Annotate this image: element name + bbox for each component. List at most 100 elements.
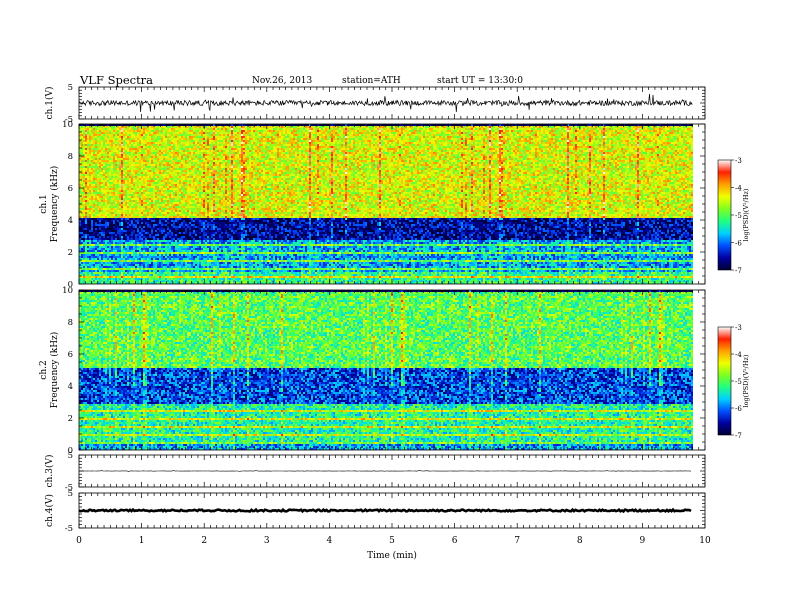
spectrogram-cell xyxy=(127,138,129,140)
spectrogram-cell xyxy=(95,232,97,234)
spectrogram-cell xyxy=(93,196,95,198)
spectrogram-cell xyxy=(95,188,97,190)
spectrogram-cell xyxy=(105,184,107,186)
spectrogram-cell xyxy=(133,188,135,190)
spectrogram-cell xyxy=(141,152,143,154)
spectrogram-cell xyxy=(105,172,107,174)
spectrogram-cell xyxy=(109,224,111,226)
spectrogram-cell xyxy=(95,158,97,160)
spectrogram-cell xyxy=(137,244,139,246)
spectrogram-cell xyxy=(97,214,99,216)
spectrogram-cell xyxy=(139,248,141,250)
spectrogram-cell xyxy=(127,156,129,158)
spectrogram-cell xyxy=(85,150,87,152)
spectrogram-cell xyxy=(105,242,107,244)
spectrogram-cell xyxy=(87,182,89,184)
spectrogram-cell xyxy=(103,208,105,210)
spectrogram-cell xyxy=(105,232,107,234)
spectrogram-cell xyxy=(119,174,121,176)
spectrogram-cell xyxy=(125,248,127,250)
spectrogram-cell xyxy=(117,206,119,208)
spectrogram-cell xyxy=(111,168,113,170)
spectrogram-cell xyxy=(141,134,143,136)
spectrogram-cell xyxy=(97,208,99,210)
spectrogram-cell xyxy=(101,254,103,256)
spectrogram-cell xyxy=(111,138,113,140)
spectrogram-cell xyxy=(91,258,93,260)
spectrogram-cell xyxy=(113,146,115,148)
spectrogram-cell xyxy=(97,160,99,162)
spectrogram-cell xyxy=(129,132,131,134)
spectrogram-cell xyxy=(109,250,111,252)
spectrogram-cell xyxy=(87,192,89,194)
spectrogram-cell xyxy=(105,264,107,266)
spectrogram-cell xyxy=(93,170,95,172)
spectrogram-cell xyxy=(133,192,135,194)
spectrogram-cell xyxy=(101,242,103,244)
spectrogram-cell xyxy=(113,254,115,256)
spectrogram-cell xyxy=(83,232,85,234)
spectrogram-cell xyxy=(107,134,109,136)
spectrogram-cell xyxy=(119,240,121,242)
spectrogram-cell xyxy=(133,156,135,158)
spectrogram-cell xyxy=(101,170,103,172)
spectrogram-cell xyxy=(91,170,93,172)
spectrogram-cell xyxy=(83,148,85,150)
spectrogram-cell xyxy=(121,192,123,194)
spectrogram-cell xyxy=(97,212,99,214)
spectrogram-cell xyxy=(83,256,85,258)
spectrogram-cell xyxy=(87,150,89,152)
spectrogram-cell xyxy=(93,160,95,162)
spectrogram-cell xyxy=(143,126,145,128)
spectrogram-cell xyxy=(121,148,123,150)
spectrogram-cell xyxy=(105,206,107,208)
spectrogram-cell xyxy=(135,234,137,236)
spectrogram-cell xyxy=(131,230,133,232)
spectrogram-cell xyxy=(127,234,129,236)
spectrogram-cell xyxy=(81,280,83,282)
spectrogram-cell xyxy=(89,202,91,204)
spectrogram-cell xyxy=(109,138,111,140)
spectrogram-cell xyxy=(101,236,103,238)
spectrogram-cell xyxy=(129,182,131,184)
spectrogram-cell xyxy=(91,264,93,266)
spectrogram-cell xyxy=(105,250,107,252)
spectrogram-cell xyxy=(101,222,103,224)
figure-title: VLF Spectra xyxy=(79,73,153,87)
spectrogram-cell xyxy=(117,152,119,154)
spectrogram-cell xyxy=(95,272,97,274)
spectrogram-cell xyxy=(83,234,85,236)
spectrogram-cell xyxy=(127,148,129,150)
spectrogram-cell xyxy=(125,208,127,210)
spectrogram-cell xyxy=(105,186,107,188)
spectrogram-cell xyxy=(119,248,121,250)
spectrogram-cell xyxy=(87,272,89,274)
spectrogram-cell xyxy=(139,160,141,162)
spectrogram-cell xyxy=(131,138,133,140)
spectrogram-cell xyxy=(135,140,137,142)
spectrogram-cell xyxy=(105,246,107,248)
spectrogram-cell xyxy=(123,274,125,276)
spectrogram-cell xyxy=(83,162,85,164)
spectrogram-cell xyxy=(89,232,91,234)
spectrogram-cell xyxy=(111,242,113,244)
spectrogram-cell xyxy=(113,168,115,170)
spectrogram-cell xyxy=(89,262,91,264)
spectrogram-cell xyxy=(133,224,135,226)
spectrogram-cell xyxy=(115,176,117,178)
spectrogram-cell xyxy=(109,196,111,198)
spectrogram-cell xyxy=(83,160,85,162)
spectrogram-cell xyxy=(91,266,93,268)
spectrogram-cell xyxy=(93,242,95,244)
spectrogram-cell xyxy=(135,188,137,190)
spectrogram-cell xyxy=(139,270,141,272)
spectrogram-cell xyxy=(99,266,101,268)
spectrogram-cell xyxy=(97,140,99,142)
spectrogram-cell xyxy=(121,252,123,254)
spectrogram-cell xyxy=(129,262,131,264)
spectrogram-cell xyxy=(91,226,93,228)
spectrogram-cell xyxy=(129,268,131,270)
spectrogram-cell xyxy=(101,218,103,220)
spectrogram-cell xyxy=(89,154,91,156)
spectrogram-cell xyxy=(109,150,111,152)
